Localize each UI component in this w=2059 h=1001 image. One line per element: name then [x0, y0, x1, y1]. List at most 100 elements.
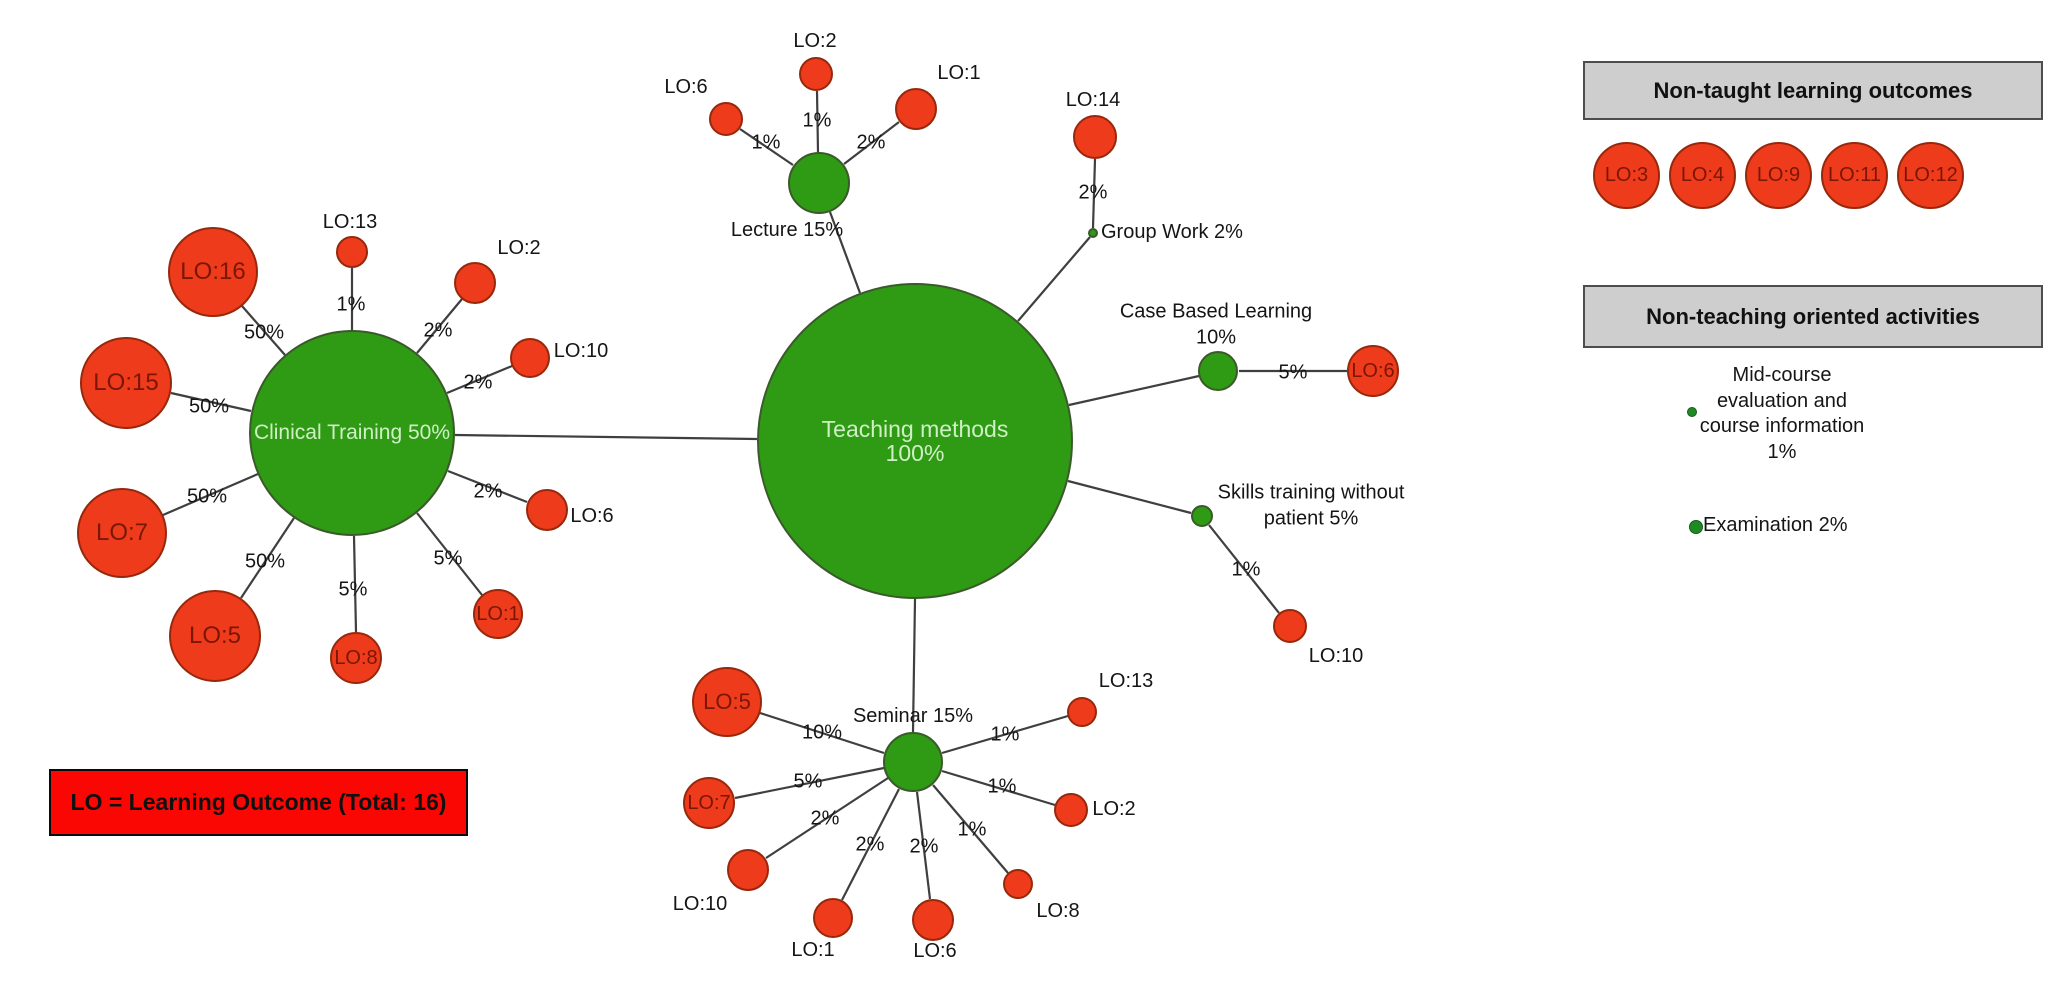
node-label-cl-lo10: LO:10 — [553, 340, 609, 363]
node-cl-lo2 — [454, 262, 496, 304]
mid-course-dot-icon — [1687, 407, 1697, 417]
legend-circle-lo9: LO:9 — [1745, 142, 1812, 209]
edge-weight-label-25: 2% — [855, 833, 885, 856]
edge-line-6 — [1091, 158, 1097, 229]
node-label-lec-lo2: LO:2 — [793, 30, 837, 53]
node-gw-lo14 — [1073, 115, 1117, 159]
edge-weight-label-27: 1% — [957, 818, 987, 841]
edge-weight-label-20: 5% — [338, 578, 368, 601]
non-taught-panel-title: Non-taught learning outcomes — [1653, 77, 1973, 103]
node-label-seminar: Seminar 15% — [852, 705, 974, 728]
edge-weight-label-11: 2% — [856, 131, 886, 154]
node-label-sem-lo13: LO:13 — [1098, 670, 1154, 693]
edge-line-15 — [170, 391, 252, 413]
edge-line-27 — [932, 784, 1009, 874]
node-label-lec-lo6: LO:6 — [664, 76, 708, 99]
node-label-case-based-learning: Case Based Learning 10% — [1119, 300, 1313, 348]
node-sem-lo2 — [1054, 793, 1088, 827]
node-lec-lo6 — [709, 102, 743, 136]
edge-weight-label-22: 10% — [801, 721, 843, 744]
edge-line-19 — [240, 517, 295, 599]
edge-weight-label-19: 50% — [244, 550, 286, 573]
legend-circle-lo12: LO:12 — [1897, 142, 1964, 209]
node-sem-lo1 — [813, 898, 853, 938]
node-label-sem-lo2: LO:2 — [1092, 798, 1136, 821]
edge-line-23 — [734, 766, 885, 800]
node-cl-lo15: LO:15 — [80, 337, 172, 429]
edge-line-11 — [843, 121, 900, 165]
edge-weight-label-6: 2% — [1078, 181, 1108, 204]
node-label-cl-lo6: LO:6 — [570, 505, 614, 528]
edge-weight-label-28: 1% — [987, 775, 1017, 798]
node-lec-lo2 — [799, 57, 833, 91]
node-seminar — [883, 732, 943, 792]
edge-weight-label-29: 1% — [990, 723, 1020, 746]
legend-circle-lo4: LO:4 — [1669, 142, 1736, 209]
edge-weight-label-18: 2% — [473, 480, 503, 503]
edge-weight-label-24: 2% — [810, 807, 840, 830]
node-label-cl-lo13: LO:13 — [322, 211, 378, 234]
edge-weight-label-10: 1% — [802, 109, 832, 132]
node-sem-lo13 — [1067, 697, 1097, 727]
node-sem-lo8 — [1003, 869, 1033, 899]
edge-weight-label-26: 2% — [909, 835, 939, 858]
edge-line-5 — [1067, 479, 1192, 515]
edge-line-25 — [841, 788, 900, 901]
node-sem-lo10 — [727, 849, 769, 891]
node-cl-lo7: LO:7 — [77, 488, 167, 578]
node-cl-lo16: LO:16 — [168, 227, 258, 317]
edge-line-16 — [446, 364, 513, 395]
edge-line-3 — [1017, 236, 1091, 322]
node-sem-lo6 — [912, 899, 954, 941]
node-label-sem-lo1: LO:1 — [791, 939, 835, 962]
node-group-work — [1088, 228, 1098, 238]
non-teaching-panel-header: Non-teaching oriented activities — [1583, 285, 2043, 348]
node-label-gw-lo14: LO:14 — [1065, 89, 1121, 112]
edge-line-10 — [815, 90, 820, 153]
node-cl-lo10 — [510, 338, 550, 378]
edge-line-9 — [739, 128, 794, 166]
node-label-sem-lo10: LO:10 — [672, 893, 728, 916]
node-label-sem-lo8: LO:8 — [1036, 900, 1080, 923]
node-label-lecture: Lecture 15% — [730, 219, 844, 242]
edge-weight-label-17: 50% — [186, 485, 228, 508]
edge-line-26 — [915, 791, 932, 900]
node-sem-lo5: LO:5 — [692, 667, 762, 737]
edge-line-22 — [759, 711, 885, 755]
node-label-skills-lo10: LO:10 — [1308, 645, 1364, 668]
legend-circle-lo3: LO:3 — [1593, 142, 1660, 209]
node-cl-lo8: LO:8 — [330, 632, 382, 684]
legend-circle-lo11: LO:11 — [1821, 142, 1888, 209]
node-cl-lo5: LO:5 — [169, 590, 261, 682]
edge-weight-label-16: 2% — [463, 371, 493, 394]
edge-line-2 — [911, 598, 917, 733]
edge-weight-label-14: 2% — [423, 319, 453, 342]
examination-dot-icon — [1689, 520, 1703, 534]
learning-outcome-key-label: LO = Learning Outcome (Total: 16) — [70, 789, 447, 815]
mid-course-activity-label: Mid-course evaluation and course informa… — [1699, 364, 1865, 463]
node-label-cl-lo2: LO:2 — [497, 237, 541, 260]
edge-line-0 — [454, 433, 758, 441]
node-cl-lo6 — [526, 489, 568, 531]
edge-weight-label-13: 1% — [336, 293, 366, 316]
node-cl-lo1: LO:1 — [473, 589, 523, 639]
edge-line-1 — [828, 211, 862, 294]
node-clinical-training: Clinical Training 50% — [249, 330, 455, 536]
examination-activity-label: Examination 2% — [1703, 514, 1848, 537]
learning-outcome-key-box: LO = Learning Outcome (Total: 16) — [49, 769, 468, 836]
edge-line-24 — [765, 777, 889, 859]
node-label-skills-training: Skills training without patient 5% — [1217, 481, 1405, 529]
edge-line-21 — [416, 512, 483, 596]
edge-weight-label-8: 1% — [1231, 558, 1261, 581]
non-taught-circles-row: LO:3 LO:4 LO:9 LO:11 LO:12 — [1593, 142, 1964, 209]
node-lecture — [788, 152, 850, 214]
edge-line-20 — [352, 535, 358, 633]
edge-line-14 — [416, 298, 463, 354]
edge-line-12 — [241, 305, 286, 356]
node-case-based-learning — [1198, 351, 1238, 391]
edge-weight-label-7: 5% — [1278, 361, 1308, 384]
node-teaching-methods: Teaching methods 100% — [757, 283, 1073, 599]
